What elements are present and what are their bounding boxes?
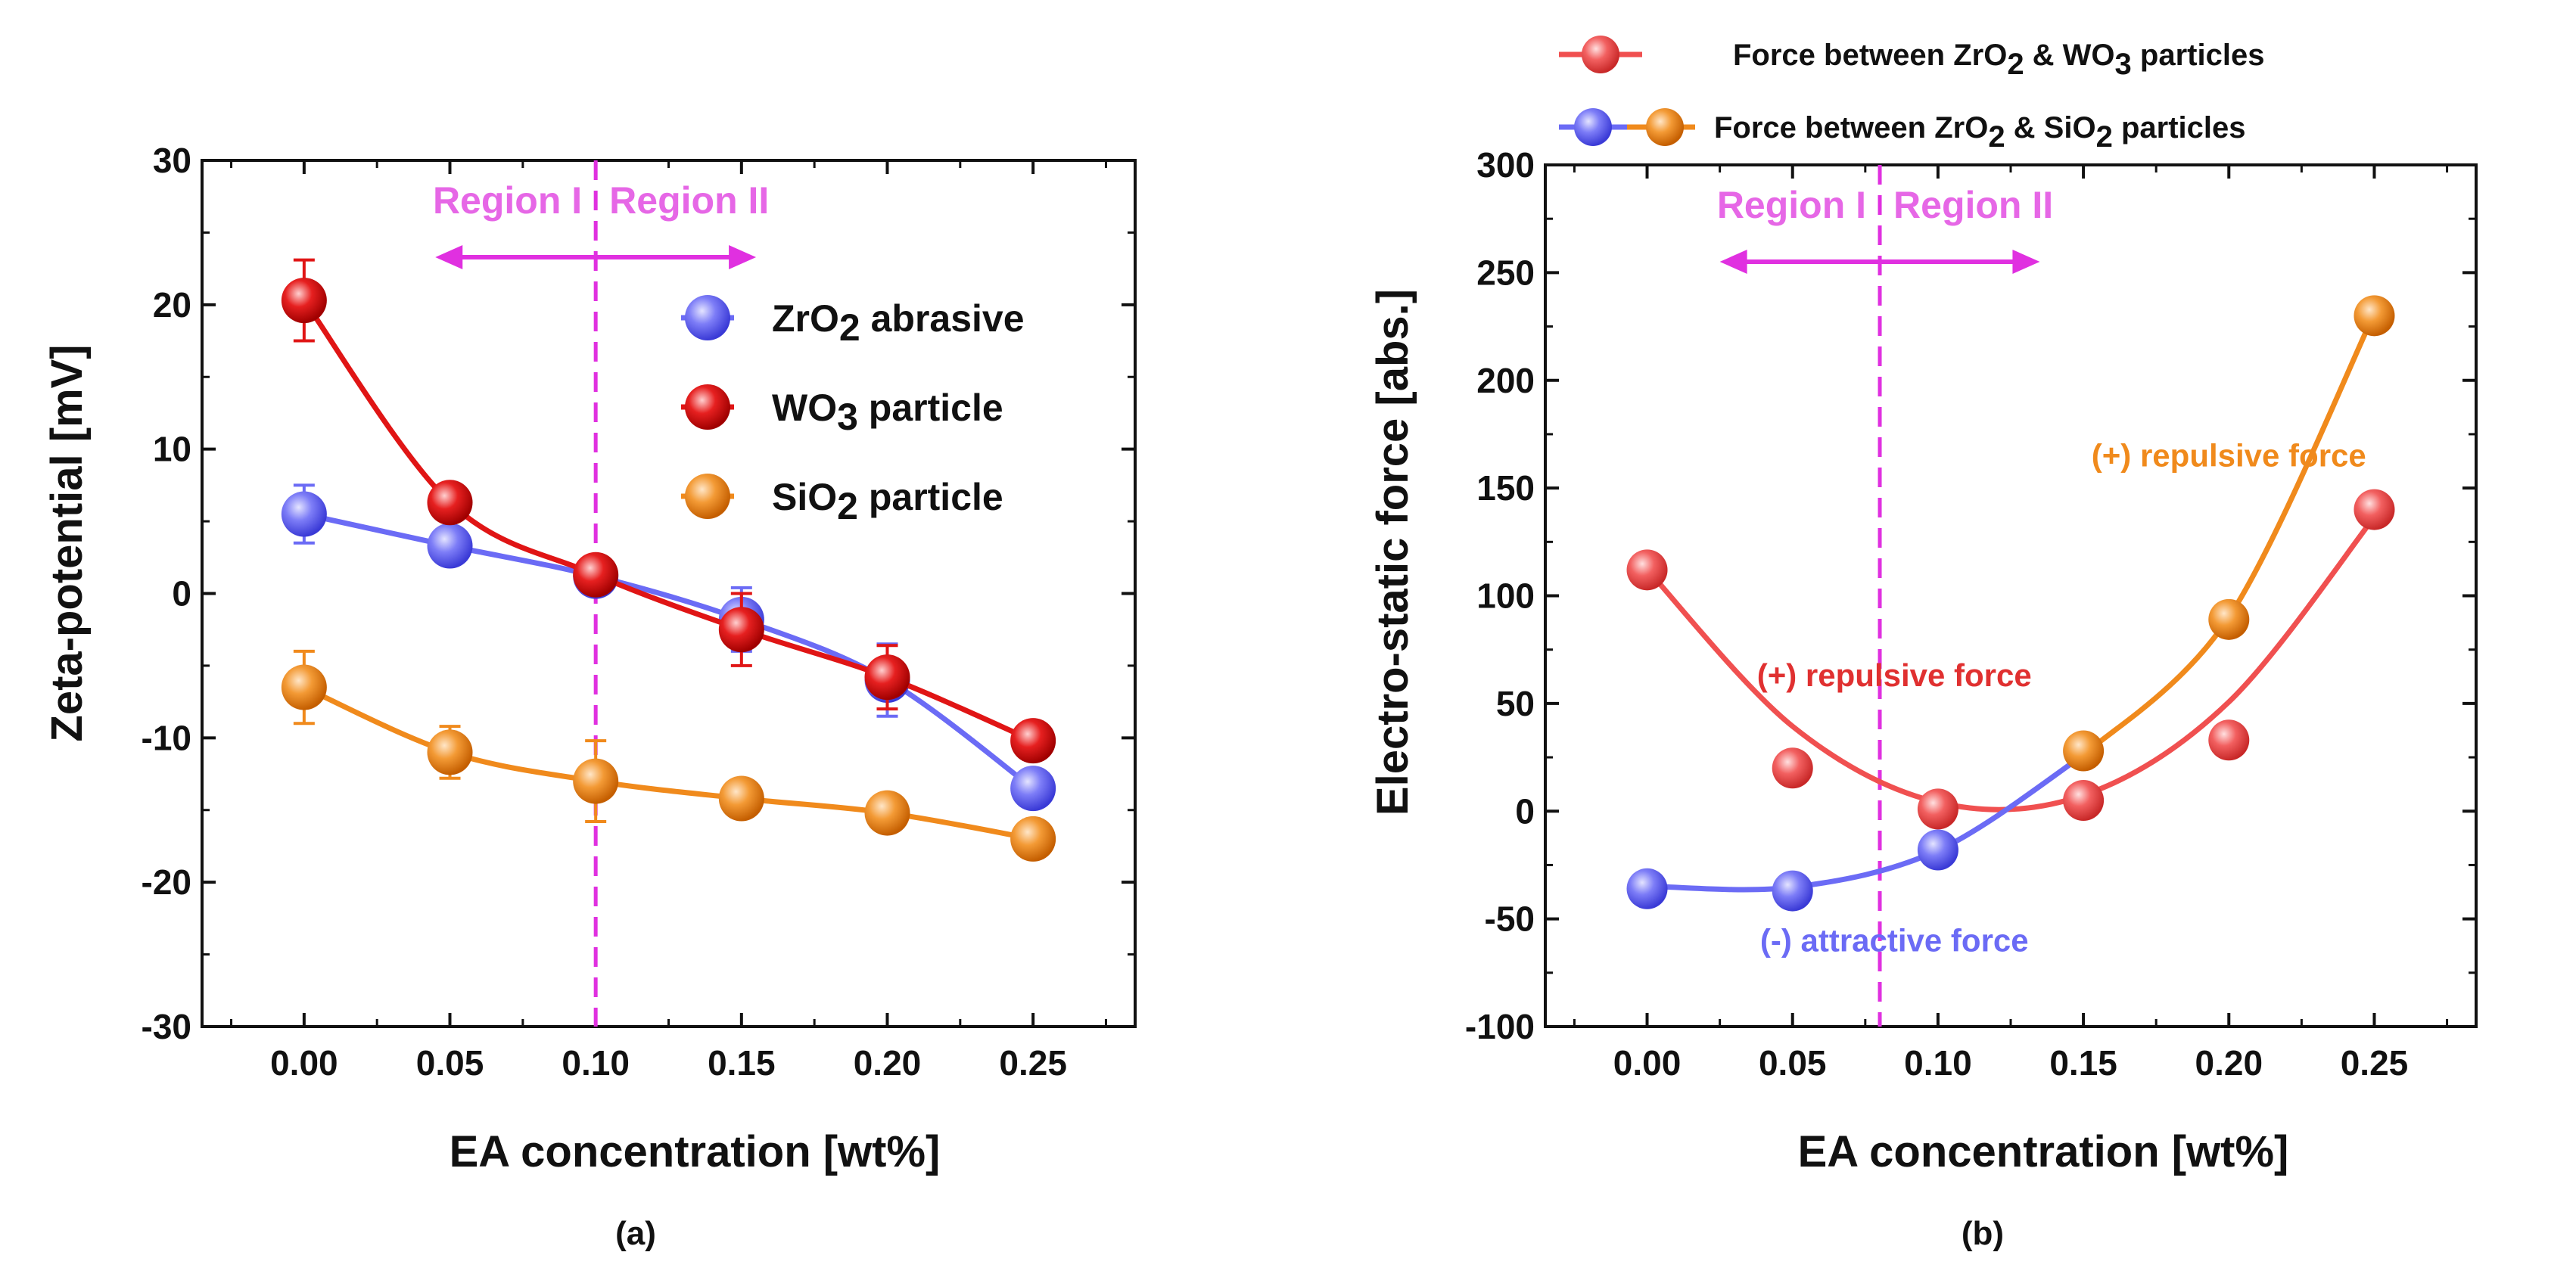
panel-b-y-tick-label: 200 — [1476, 361, 1535, 400]
data-point — [281, 664, 327, 710]
panel-b-y-tick-label: -100 — [1465, 1007, 1535, 1046]
panel-a-region-i-label: Region I — [433, 179, 582, 222]
panel-b-x-tick-label: 0.20 — [2195, 1043, 2263, 1083]
panel-b-y-axis-label: Electro-static force [abs.] — [1368, 289, 1417, 816]
data-point — [718, 775, 764, 822]
data-point — [1010, 816, 1056, 862]
legend-label: SiO2 particle — [772, 476, 1003, 527]
panel-b-plot: 300 250 200 150 100 50 0 -50 -100 0.00 0.05 0.10 0.1… — [1465, 36, 2478, 1083]
data-point — [281, 491, 327, 537]
panel-a: 30 20 10 0 -10 -20 -30 0.00 0.05 0.10 0.15 0.20 0.25… — [42, 141, 1137, 1252]
panel-a-y-axis-label: Zeta-potential [mV] — [42, 344, 92, 741]
data-point — [2063, 780, 2105, 822]
legend-label: WO3 particle — [772, 387, 1003, 438]
data-point — [718, 607, 764, 653]
panel-a-x-tick-label: 0.10 — [562, 1043, 630, 1083]
panel-a-y-tick-label: -10 — [142, 718, 191, 757]
legend-label: Force between ZrO2 & SiO2 particles — [1714, 111, 2246, 154]
panel-a-y-tick-label: -20 — [142, 862, 191, 902]
panel-b-x-tick-label: 0.00 — [1613, 1043, 1682, 1083]
panel-b-y-tick-label: 250 — [1476, 253, 1535, 292]
panel-b-region-arrow-right-head — [2012, 250, 2040, 274]
legend-marker — [1582, 36, 1619, 73]
series-line-1 — [302, 299, 1034, 744]
data-point — [1772, 747, 1813, 789]
data-point — [1917, 788, 1958, 830]
fit-curve-sio2-positive — [2081, 312, 2377, 757]
data-point — [1772, 870, 1813, 912]
panel-a-x-tick-label: 0.20 — [854, 1043, 922, 1083]
panel-a-region-arrow-left-head — [435, 245, 463, 269]
data-point — [281, 278, 327, 324]
panel-b: 300 250 200 150 100 50 0 -50 -100 0.00 0.05 0.10 0.1… — [1368, 36, 2478, 1252]
panel-a-plot: 30 20 10 0 -10 -20 -30 0.00 0.05 0.10 0.15 0.20 0.25… — [142, 141, 1137, 1083]
series-line-0 — [303, 511, 1035, 791]
panel-b-y-tick-label: 100 — [1476, 576, 1535, 616]
panel-a-y-tick-label: 30 — [153, 141, 191, 180]
legend-label: ZrO2 abrasive — [772, 297, 1025, 349]
legend-marker — [1574, 108, 1612, 146]
legend-marker — [1646, 108, 1684, 146]
data-point — [1626, 549, 1668, 591]
data-point — [2063, 730, 2105, 772]
data-point — [2354, 295, 2395, 337]
data-point — [427, 523, 473, 569]
annotation-label: (+) repulsive force — [2092, 438, 2366, 474]
series-line-2 — [303, 685, 1034, 842]
fit-curve-wo3 — [1644, 515, 2377, 812]
panel-a-label: (a) — [615, 1215, 656, 1252]
fit-curve-sio2-negative — [1647, 753, 2086, 893]
panel-b-y-tick-label: 0 — [1515, 791, 1535, 831]
panel-b-x-tick-label: 0.15 — [2049, 1043, 2117, 1083]
data-point — [1010, 718, 1056, 764]
data-point — [427, 729, 473, 775]
data-point — [2208, 598, 2250, 640]
panel-a-x-tick-label: 0.15 — [708, 1043, 776, 1083]
panel-a-y-tick-label: 20 — [153, 285, 191, 325]
data-point — [2208, 719, 2250, 761]
panel-b-x-tick-label: 0.05 — [1759, 1043, 1827, 1083]
annotation-label: (-) attractive force — [1760, 922, 2029, 958]
panel-a-region-arrow-right-head — [729, 245, 757, 269]
panel-b-x-tick-label: 0.25 — [2341, 1043, 2409, 1083]
panel-b-y-tick-label: 50 — [1496, 684, 1535, 723]
panel-a-x-tick-label: 0.05 — [416, 1043, 484, 1083]
panel-a-region-ii-label: Region II — [609, 179, 769, 222]
data-point — [427, 480, 473, 526]
data-point — [864, 654, 910, 701]
data-point — [2354, 489, 2395, 530]
panel-b-y-tick-label: -50 — [1485, 899, 1535, 939]
data-point — [1626, 868, 1668, 909]
panel-a-y-tick-label: 0 — [172, 574, 191, 614]
panel-b-region-i-label: Region I — [1717, 184, 1866, 226]
panel-b-y-tick-label: 150 — [1476, 468, 1535, 508]
panel-a-x-axis-label: EA concentration [wt%] — [450, 1127, 941, 1176]
legend-label: Force between ZrO2 & WO3 particles — [1733, 39, 2264, 81]
panel-b-x-axis-label: EA concentration [wt%] — [1798, 1127, 2289, 1176]
legend-marker — [685, 384, 730, 430]
data-point — [864, 790, 910, 836]
panel-b-y-tick-label: 300 — [1476, 145, 1535, 185]
panel-b-x-tick-label: 0.10 — [1904, 1043, 1972, 1083]
data-point — [573, 758, 619, 804]
panel-a-y-tick-label: -30 — [142, 1007, 191, 1046]
data-point — [573, 552, 619, 598]
data-point — [1917, 829, 1958, 871]
legend-marker — [685, 474, 730, 519]
panel-b-label: (b) — [1962, 1215, 2004, 1252]
panel-b-region-ii-label: Region II — [1893, 184, 2053, 226]
panel-a-x-tick-label: 0.00 — [270, 1043, 338, 1083]
panel-b-region-arrow-left-head — [1719, 250, 1747, 274]
annotation-label: (+) repulsive force — [1757, 657, 2032, 693]
legend-marker — [685, 295, 730, 340]
data-point — [1010, 766, 1056, 812]
panel-b-frame — [1544, 163, 2478, 1028]
panel-a-y-tick-label: 10 — [153, 430, 191, 469]
panel-a-x-tick-label: 0.25 — [999, 1043, 1067, 1083]
